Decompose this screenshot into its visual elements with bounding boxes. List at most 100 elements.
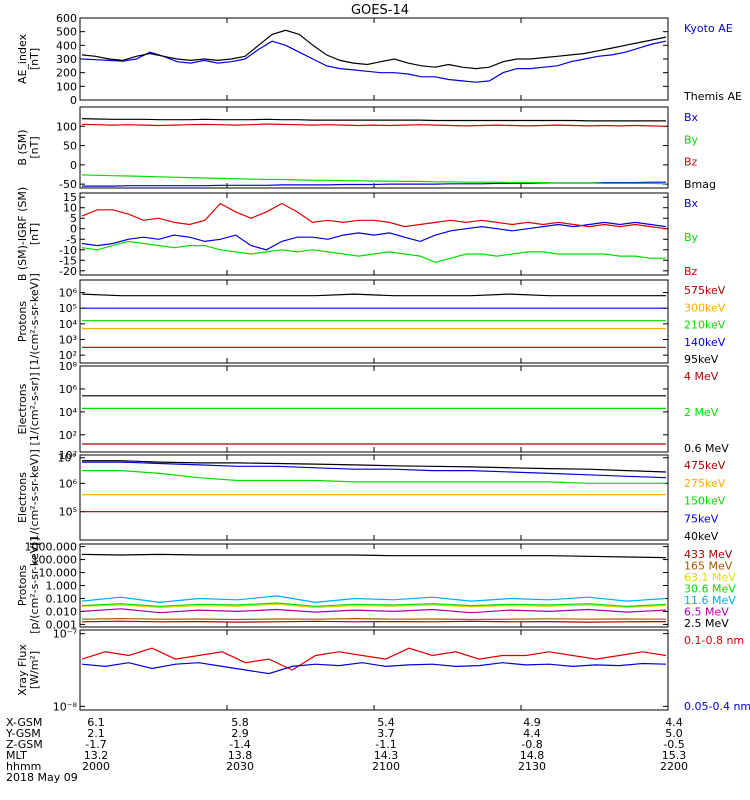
legend-label: 4 MeV [684,370,719,383]
footer-value: -0.8 [521,738,542,751]
footer-value: 2.1 [87,727,105,740]
y-tick-label: 10² [59,349,77,362]
panel-1: -50 0 50 100 B (SM) [nT] Bx By Bz Bmag [16,106,716,191]
series-line [81,202,667,230]
series-line [81,620,667,623]
y-tick-label: 10³ [59,334,77,347]
footer-table: X-GSM 6.1 5.8 5.4 4.9 4.4Y-GSM 2.1 2.9 3.7 4.4 5.0… [5,716,688,784]
legend-label: Bmag [684,178,716,191]
legend-label: 75keV [684,512,719,525]
y-tick-label: 600 [56,12,77,25]
legend-label: 0.6 MeV [684,442,729,455]
y-tick-label: 0.010 [46,605,78,618]
y-tick-label: 5 [70,212,77,225]
y-axis-label: [nT] [28,48,41,70]
series-line [81,647,667,671]
y-tick-label: 10⁻⁸ [53,700,78,713]
y-tick-label: -50 [59,178,77,191]
series-line [81,29,667,70]
legend-label: 165 MeV [684,560,733,573]
y-tick-label: -20 [59,265,77,278]
legend-label: 300keV [684,301,726,314]
y-tick-label: 10⁻⁷ [53,628,77,641]
legend-label: 475keV [684,459,726,472]
y-tick-label: -5 [66,233,77,246]
y-tick-label: -15 [59,254,77,267]
footer-row-label: Z-GSM [6,738,43,751]
y-tick-label: 0 [70,94,77,107]
y-axis-label: Xray Flux [16,644,29,696]
y-tick-label: 10⁴ [59,406,78,419]
y-axis-label: [nT] [28,223,41,245]
footer-row-label: hhmm [6,760,41,773]
y-tick-label: 100.000 [32,554,78,567]
y-tick-label: 10⁸ [59,360,78,373]
y-tick-label: 10⁵ [59,506,77,519]
legend-label: 150keV [684,495,726,508]
series-line [81,602,667,607]
footer-row-label: X-GSM [6,716,42,729]
y-axis-label: [W/m²] [28,651,41,689]
legend-label: By [684,231,699,244]
footer-value: 5.4 [377,716,395,729]
series-line [81,595,667,604]
footer-row-label: MLT [6,749,27,762]
series-line [81,221,667,251]
y-tick-label: 10.000 [39,567,78,580]
footer-value: 6.1 [87,716,105,729]
panel-6: 0.0010.0100.1001.00010.000100.0001000.00… [16,537,736,634]
series-line [82,460,667,473]
footer-value: -1.7 [85,738,106,751]
legend-label: 0.05-0.4 nm [684,700,750,713]
legend-label: 30.6 MeV [684,583,736,596]
series-line [81,603,667,609]
legend-label: 2.5 MeV [684,617,729,630]
legend-label: By [684,133,699,146]
footer-value: 2030 [226,760,254,773]
legend-label: 433 MeV [684,548,733,561]
y-axis-label: [1/(cm²-s-sr-keV)] [28,273,41,370]
y-axis-label: Electrons [16,383,29,434]
y-axis-label: [nT] [28,136,41,158]
y-axis-label: [1/(cm²-s-sr)] [28,373,41,446]
panel-frame [79,279,669,364]
legend-label: 63.1 MeV [684,571,736,584]
y-axis-label: B (SM)-IGRF (SM) [16,187,29,281]
y-tick-label: 0.100 [46,592,78,605]
legend-label: Bz [684,265,698,278]
footer-value: 15.3 [662,749,687,762]
y-axis-label: AE_index [16,33,29,84]
y-tick-label: 10⁷ [59,449,77,462]
footer-value: 14.8 [520,749,545,762]
y-axis-label: Electrons [16,472,29,523]
legend-label: 210keV [684,319,726,332]
legend-label: 6.5 MeV [684,606,729,619]
y-tick-label: 10² [59,429,77,442]
legend-label: 95keV [684,353,719,366]
y-axis-label: Protons [16,301,29,342]
y-tick-label: 15 [63,191,77,204]
footer-value: -0.5 [663,738,684,751]
series-line [81,293,666,297]
y-tick-label: 10⁵ [59,302,77,315]
legend-label: 575keV [684,284,726,297]
footer-row-label: Y-GSM [5,727,41,740]
panel-frame [79,17,669,101]
series-line [81,240,666,264]
footer-value: -1.4 [229,738,250,751]
panel-frame [79,454,669,541]
y-axis-label: [1/(cm²-s-sr-keV)] [28,449,41,546]
plot-title: GOES-14 [351,3,409,18]
legend-label: Kyoto AE [684,22,733,35]
legend-label: 0.1-0.8 nm [684,634,744,647]
y-tick-label: -10 [59,244,77,257]
panel-7: 10⁻⁸ 10⁻⁷ Xray Flux [W/m²] 0.1-0.8 nm 0.05-0.… [16,628,750,714]
footer-value: 4.4 [523,727,541,740]
series-line [81,174,667,185]
y-tick-label: 0 [70,223,77,236]
legend-label: Bz [684,156,698,169]
footer-value: 2.9 [231,727,249,740]
legend-label: Bx [684,197,699,210]
